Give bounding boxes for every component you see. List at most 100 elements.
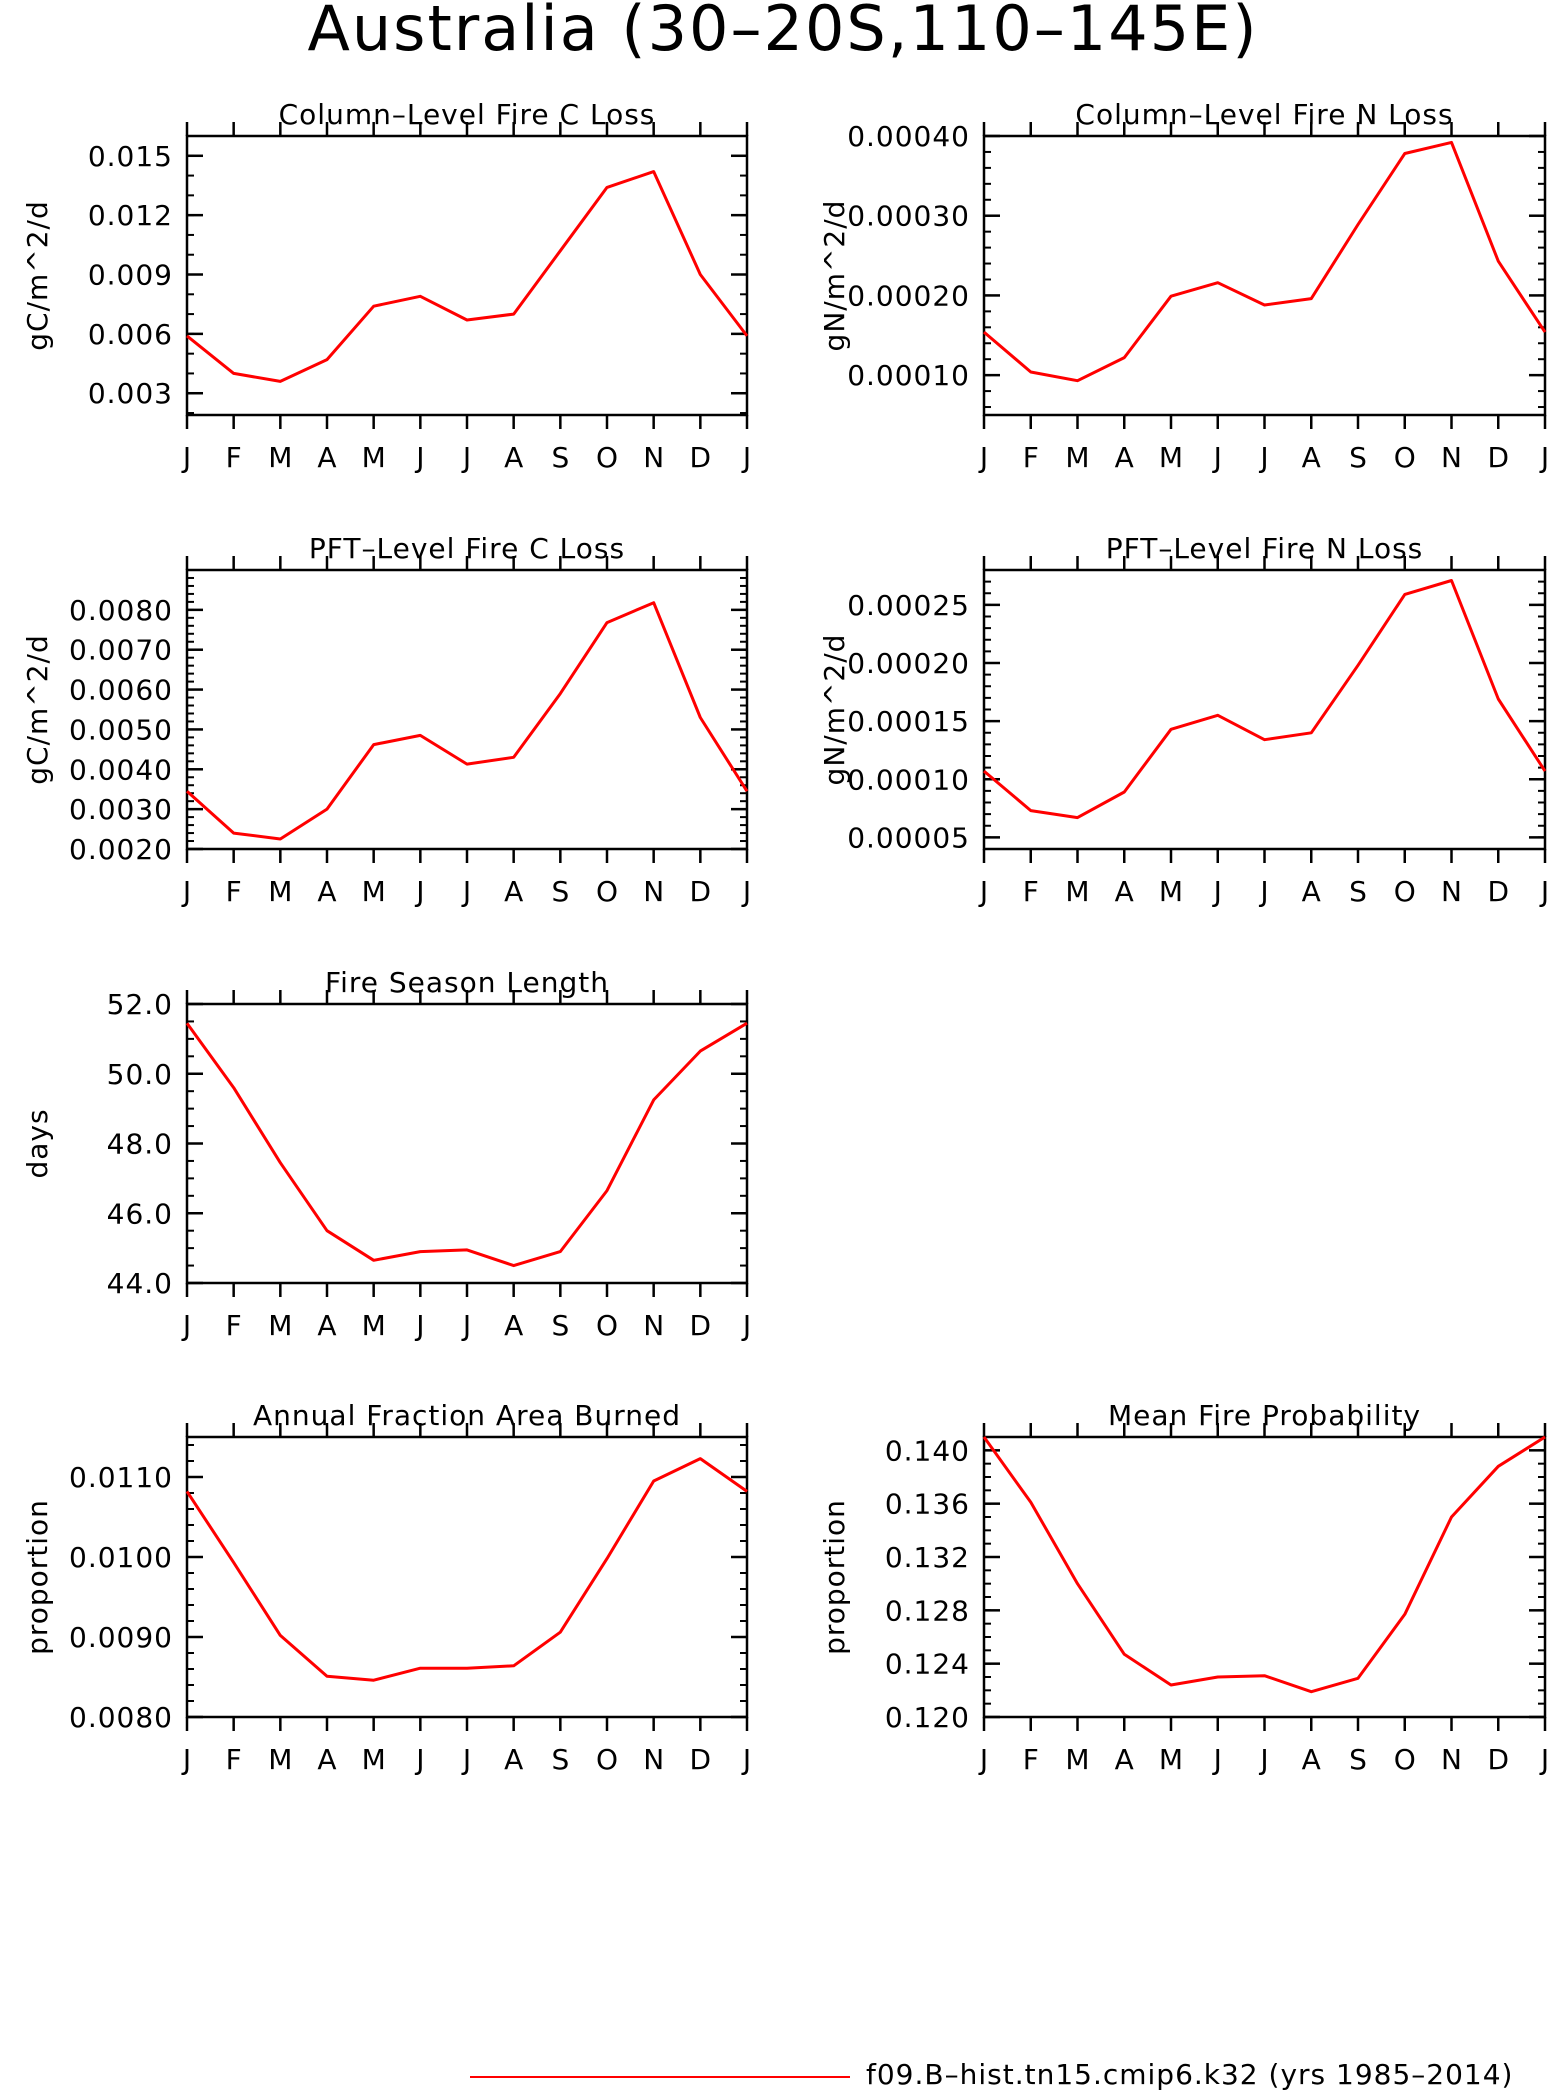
series-line <box>187 172 747 382</box>
y-tick-label: 0.0110 <box>69 1461 173 1494</box>
x-tick-label: A <box>504 441 523 474</box>
x-tick-label: N <box>1441 441 1462 474</box>
x-tick-label: O <box>596 441 618 474</box>
x-tick-label: A <box>317 441 336 474</box>
y-tick-label: 0.128 <box>885 1594 970 1627</box>
x-tick-label: D <box>1487 1743 1509 1776</box>
plot-frame <box>984 570 1545 849</box>
y-tick-label: 0.120 <box>885 1701 970 1734</box>
y-tick-label: 0.00025 <box>847 589 970 622</box>
y-tick-label: 0.00005 <box>847 821 970 854</box>
x-tick-label: F <box>1023 441 1039 474</box>
x-tick-label: M <box>362 1309 386 1342</box>
y-tick-label: 0.00010 <box>847 359 970 392</box>
y-tick-label: 0.00030 <box>847 200 970 233</box>
x-tick-label: S <box>551 875 569 908</box>
x-tick-label: M <box>268 875 292 908</box>
x-tick-label: M <box>1159 875 1183 908</box>
x-tick-label: D <box>690 1743 712 1776</box>
x-tick-label: M <box>1065 441 1089 474</box>
x-tick-label: J <box>1258 441 1268 474</box>
series-line <box>187 603 747 839</box>
y-axis-label: days <box>21 1108 54 1178</box>
series-line <box>984 142 1545 380</box>
x-tick-label: J <box>461 875 471 908</box>
x-tick-label: A <box>504 1309 523 1342</box>
x-tick-label: A <box>1115 441 1134 474</box>
y-tick-label: 0.012 <box>88 199 173 232</box>
x-tick-label: D <box>1487 875 1509 908</box>
x-tick-label: D <box>690 441 712 474</box>
x-tick-label: A <box>504 875 523 908</box>
y-axis-label: proportion <box>21 1499 54 1655</box>
y-tick-label: 0.0030 <box>69 793 173 826</box>
x-tick-label: A <box>1302 1743 1321 1776</box>
y-tick-label: 0.0020 <box>69 833 173 866</box>
y-tick-label: 0.0080 <box>69 1701 173 1734</box>
y-tick-label: 50.0 <box>107 1058 173 1091</box>
y-axis-label: proportion <box>818 1499 851 1655</box>
x-tick-label: J <box>181 875 191 908</box>
y-tick-label: 0.132 <box>885 1541 970 1574</box>
y-axis-label: gC/m^2/d <box>21 634 54 785</box>
x-tick-label: J <box>1212 441 1222 474</box>
y-tick-label: 52.0 <box>107 988 173 1021</box>
chart-panel-1: Column–Level Fire C Loss0.0030.0060.0090… <box>21 98 751 474</box>
series-line <box>984 581 1545 818</box>
x-tick-label: J <box>741 1309 751 1342</box>
x-tick-label: A <box>1115 1743 1134 1776</box>
y-axis-label: gN/m^2/d <box>818 200 851 352</box>
x-tick-label: J <box>414 1309 424 1342</box>
y-tick-label: 0.136 <box>885 1488 970 1521</box>
chart-panel-7: Mean Fire Probability0.1200.1240.1280.13… <box>818 1399 1549 1776</box>
x-tick-label: O <box>596 1743 618 1776</box>
x-tick-label: S <box>551 441 569 474</box>
x-tick-label: J <box>414 1743 424 1776</box>
x-tick-label: N <box>643 1743 664 1776</box>
plot-frame <box>187 1004 747 1283</box>
x-tick-label: F <box>1023 1743 1039 1776</box>
series-line <box>984 1437 1545 1692</box>
y-tick-label: 46.0 <box>107 1197 173 1230</box>
y-tick-label: 0.140 <box>885 1434 970 1467</box>
chart-panel-4: PFT–Level Fire N Loss0.000050.000100.000… <box>818 532 1549 908</box>
y-tick-label: 0.003 <box>88 377 173 410</box>
x-tick-label: M <box>268 441 292 474</box>
x-tick-label: S <box>551 1743 569 1776</box>
y-tick-label: 0.124 <box>885 1648 970 1681</box>
x-tick-label: J <box>978 441 988 474</box>
x-tick-label: S <box>1349 441 1367 474</box>
plot-frame <box>187 136 747 415</box>
x-tick-label: O <box>1394 875 1416 908</box>
x-tick-label: A <box>1302 441 1321 474</box>
x-tick-label: D <box>690 1309 712 1342</box>
x-tick-label: A <box>317 875 336 908</box>
y-tick-label: 48.0 <box>107 1128 173 1161</box>
chart-panel-3: PFT–Level Fire C Loss0.00200.00300.00400… <box>21 532 751 908</box>
chart-panel-6: Annual Fraction Area Burned0.00800.00900… <box>21 1399 751 1776</box>
x-tick-label: J <box>414 875 424 908</box>
x-tick-label: M <box>268 1309 292 1342</box>
x-tick-label: M <box>1159 1743 1183 1776</box>
x-tick-label: A <box>504 1743 523 1776</box>
legend-label: f09.B–hist.tn15.cmip6.k32 (yrs 1985–2014… <box>866 2058 1513 2091</box>
y-tick-label: 0.00040 <box>847 120 970 153</box>
y-axis-label: gN/m^2/d <box>818 634 851 786</box>
chart-panel-2: Column–Level Fire N Loss0.000100.000200.… <box>818 98 1549 474</box>
x-tick-label: N <box>1441 1743 1462 1776</box>
y-tick-label: 0.009 <box>88 259 173 292</box>
x-tick-label: F <box>226 1743 242 1776</box>
x-tick-label: M <box>362 1743 386 1776</box>
x-tick-label: F <box>1023 875 1039 908</box>
y-tick-label: 0.0060 <box>69 674 173 707</box>
x-tick-label: J <box>978 1743 988 1776</box>
x-tick-label: F <box>226 1309 242 1342</box>
series-line <box>187 1023 747 1265</box>
y-tick-label: 0.0070 <box>69 634 173 667</box>
x-tick-label: A <box>317 1309 336 1342</box>
x-tick-label: M <box>1159 441 1183 474</box>
plot-frame <box>187 1437 747 1717</box>
y-tick-label: 0.00020 <box>847 279 970 312</box>
x-tick-label: M <box>1065 875 1089 908</box>
